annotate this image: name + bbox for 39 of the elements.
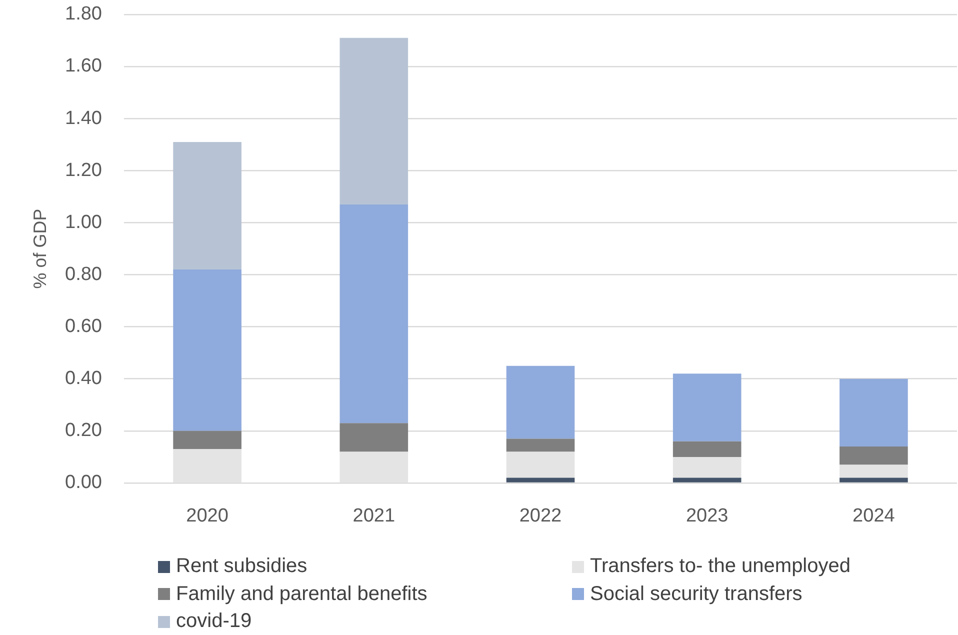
bar (173, 430, 242, 450)
bar (506, 452, 575, 478)
legend-label: Family and parental benefits (176, 582, 428, 606)
x-tick-label: 2024 (852, 506, 896, 527)
legend-label: covid-19 (176, 610, 252, 634)
bar (840, 378, 908, 447)
bar (672, 374, 742, 442)
legend-label: Transfers to- the unemployed (590, 555, 850, 578)
legend-label: Social security transfers (590, 582, 802, 606)
bar (506, 366, 575, 439)
bar (840, 464, 908, 478)
bar (672, 441, 742, 457)
y-axis-title: % of GDP (30, 208, 50, 289)
bar (506, 478, 575, 482)
bar (840, 446, 908, 465)
bar (340, 204, 408, 424)
x-tick-label: 2023 (686, 506, 728, 527)
y-tick-label: 1.20 (65, 160, 102, 181)
legend-label: Rent subsidies (176, 555, 308, 578)
y-tick-label: 1.80 (65, 4, 102, 25)
x-tick-label: 2022 (519, 506, 562, 527)
bar (173, 270, 242, 431)
bar (340, 423, 408, 452)
y-tick-label: 0.00 (65, 472, 102, 494)
x-tick-label: 2020 (186, 506, 228, 527)
x-tick-label: 2021 (352, 506, 396, 527)
bar (340, 38, 408, 204)
y-tick-label: 0.20 (65, 420, 102, 442)
bar (840, 478, 908, 482)
bar (506, 438, 575, 452)
y-tick-label: 1.60 (65, 56, 102, 77)
y-tick-label: 0.80 (65, 264, 102, 285)
bar (672, 478, 742, 482)
y-tick-label: 1.40 (65, 108, 102, 129)
bar (173, 142, 242, 270)
y-tick-label: 0.60 (65, 316, 102, 338)
y-tick-label: 0.40 (65, 368, 102, 390)
y-tick-label: 1.00 (65, 212, 102, 233)
bar (672, 456, 742, 478)
